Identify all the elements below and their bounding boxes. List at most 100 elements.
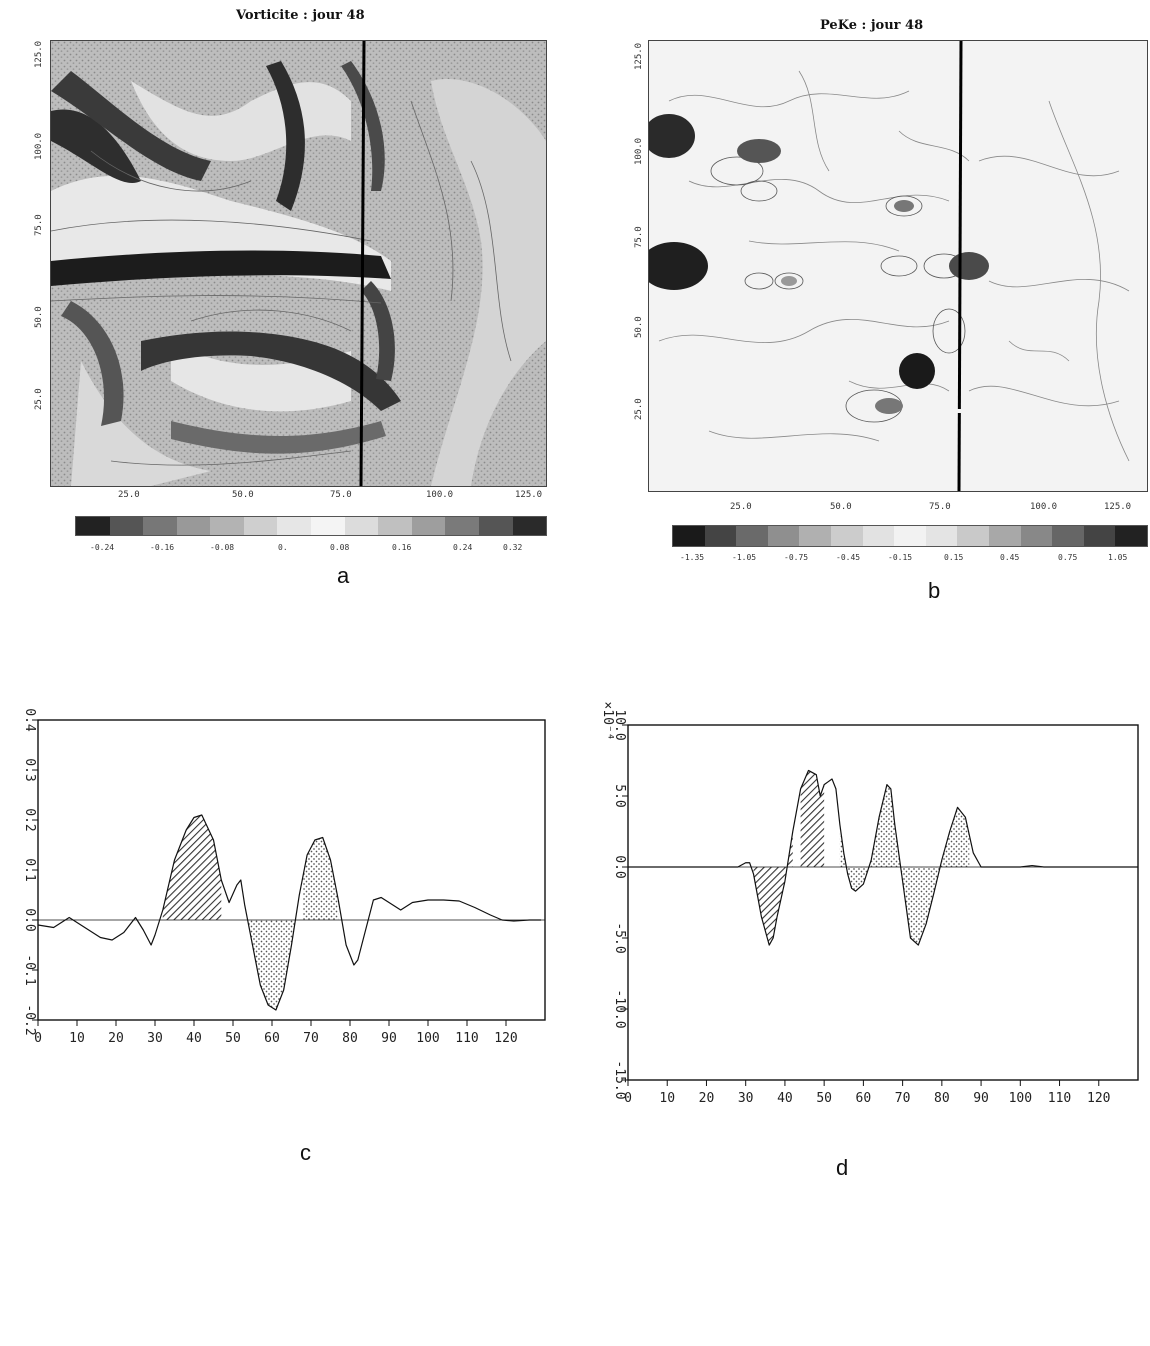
x-tick-label: 30 [147, 1031, 163, 1046]
x-tick-label: 20 [108, 1031, 124, 1046]
hatched-region [800, 770, 825, 867]
colorbar-b-label: -1.35 [680, 553, 705, 562]
y-tick-label: 5.0 [612, 784, 627, 807]
hatched-region [753, 831, 793, 946]
x-tick-label: 120 [1087, 1091, 1110, 1106]
map-b-x-tick: 25.0 [730, 502, 752, 512]
colorbar-a-label: 0.32 [503, 543, 523, 552]
dotted-region [871, 784, 899, 867]
x-tick-label: 80 [934, 1091, 950, 1106]
x-tick-label: 20 [699, 1091, 715, 1106]
y-tick-label: 10.0 [612, 709, 627, 740]
colorbar-b-label: 0.15 [944, 553, 964, 562]
map-a-y-tick: 100.0 [34, 132, 44, 160]
y-tick-label: 0.1 [22, 858, 37, 881]
x-tick-label: 110 [455, 1031, 478, 1046]
colorbar-a-label: -0.24 [90, 543, 115, 552]
y-tick-label: -15.0 [612, 1060, 627, 1099]
peke-map [648, 40, 1148, 492]
map-a-x-tick: 100.0 [426, 490, 454, 500]
colorbar-b [672, 525, 1148, 547]
colorbar-b-label: -0.75 [784, 553, 809, 562]
map-b-y-tick: 125.0 [634, 42, 644, 70]
colorbar-b-label: -0.15 [888, 553, 913, 562]
profile-chart-c: 0 10 20 30 40 50 60 70 80 90 100 110 120 -0.2 -0.1 0.0 0… [22, 708, 546, 1046]
x-tick-label: 40 [777, 1091, 793, 1106]
x-tick-label: 40 [186, 1031, 202, 1046]
panel-label-d: d [836, 1155, 849, 1180]
y-tick-label: -0.2 [22, 1004, 37, 1035]
x-tick-label: 70 [895, 1091, 911, 1106]
map-b-x-tick: 50.0 [830, 502, 852, 512]
y-tick-label: 0.0 [22, 908, 37, 931]
colorbar-a-label: -0.16 [150, 543, 175, 552]
x-tick-label: 80 [342, 1031, 358, 1046]
map-b-y-tick: 75.0 [634, 226, 644, 248]
map-a-y-tick: 125.0 [34, 40, 44, 68]
dotted-region [303, 837, 339, 920]
dotted-region [898, 852, 934, 946]
map-b-x-tick: 125.0 [1104, 502, 1132, 512]
map-a-x-tick: 25.0 [118, 490, 140, 500]
panel-label-a: a [337, 563, 350, 588]
x-tick-label: 10 [69, 1031, 85, 1046]
map-a-x-tick: 50.0 [232, 490, 254, 500]
map-a-title: Vorticite : jour 48 [236, 8, 365, 23]
panel-label-b: b [928, 578, 941, 603]
x-tick-label: 30 [738, 1091, 754, 1106]
x-tick-label: 70 [303, 1031, 319, 1046]
colorbar-a [75, 516, 547, 536]
panel-label-c: c [300, 1140, 311, 1165]
profile-chart-d: 0 10 20 30 40 50 60 70 80 90 100 110 120 -15.0 -10.0 -5… [600, 701, 1139, 1106]
dotted-region [934, 807, 970, 893]
colorbar-b-label: 1.05 [1108, 553, 1128, 562]
y-tick-label: -0.1 [22, 954, 37, 985]
x-tick-label: 10 [659, 1091, 675, 1106]
map-a-y-tick: 75.0 [34, 214, 44, 236]
dotted-region [839, 824, 872, 892]
map-b-title: PeKe : jour 48 [820, 18, 924, 33]
x-tick-label: 50 [816, 1091, 832, 1106]
vorticity-map [50, 40, 547, 487]
y-tick-label: -10.0 [612, 989, 627, 1028]
map-b-y-tick: 25.0 [634, 398, 644, 420]
x-tick-label: 0 [34, 1031, 42, 1046]
colorbar-b-label: -1.05 [732, 553, 757, 562]
section-line-a [359, 41, 366, 486]
map-a-x-tick: 75.0 [330, 490, 352, 500]
y-tick-label: 0.3 [22, 758, 37, 781]
series-line [37, 814, 542, 1011]
colorbar-a-label: -0.08 [210, 543, 235, 552]
x-tick-label: 60 [264, 1031, 280, 1046]
x-tick-label: 120 [494, 1031, 517, 1046]
map-b-x-tick: 100.0 [1030, 502, 1058, 512]
map-b-y-tick: 50.0 [634, 316, 644, 338]
colorbar-b-label: -0.45 [836, 553, 861, 562]
series-line [628, 769, 1138, 946]
section-line-b [957, 41, 963, 491]
y-tick-label: 0.0 [612, 855, 627, 878]
y-tick-label: 0.4 [22, 708, 37, 732]
y-multiplier-label: ×10⁻⁴ [600, 701, 615, 740]
colorbar-a-label: 0.16 [392, 543, 412, 552]
colorbar-a-label: 0.08 [330, 543, 350, 552]
map-a-y-tick: 50.0 [34, 306, 44, 328]
map-b-x-tick: 75.0 [929, 502, 951, 512]
x-tick-label: 100 [416, 1031, 439, 1046]
colorbar-b-label: 0.45 [1000, 553, 1020, 562]
colorbar-a-label: 0. [278, 543, 288, 552]
x-tick-label: 100 [1009, 1091, 1032, 1106]
x-tick-label: 90 [381, 1031, 397, 1046]
colorbar-a-label: 0.24 [453, 543, 473, 552]
map-a-y-tick: 25.0 [34, 388, 44, 410]
map-a-x-tick: 125.0 [515, 490, 543, 500]
x-tick-label: 60 [856, 1091, 872, 1106]
plot-frame [627, 724, 1139, 1081]
x-tick-label: 110 [1048, 1091, 1071, 1106]
y-tick-label: -5.0 [612, 922, 627, 953]
y-tick-label: 0.2 [22, 808, 37, 831]
map-b-y-tick: 100.0 [634, 137, 644, 165]
colorbar-b-label: 0.75 [1058, 553, 1078, 562]
hatched-region [162, 815, 222, 920]
x-tick-label: 90 [973, 1091, 989, 1106]
